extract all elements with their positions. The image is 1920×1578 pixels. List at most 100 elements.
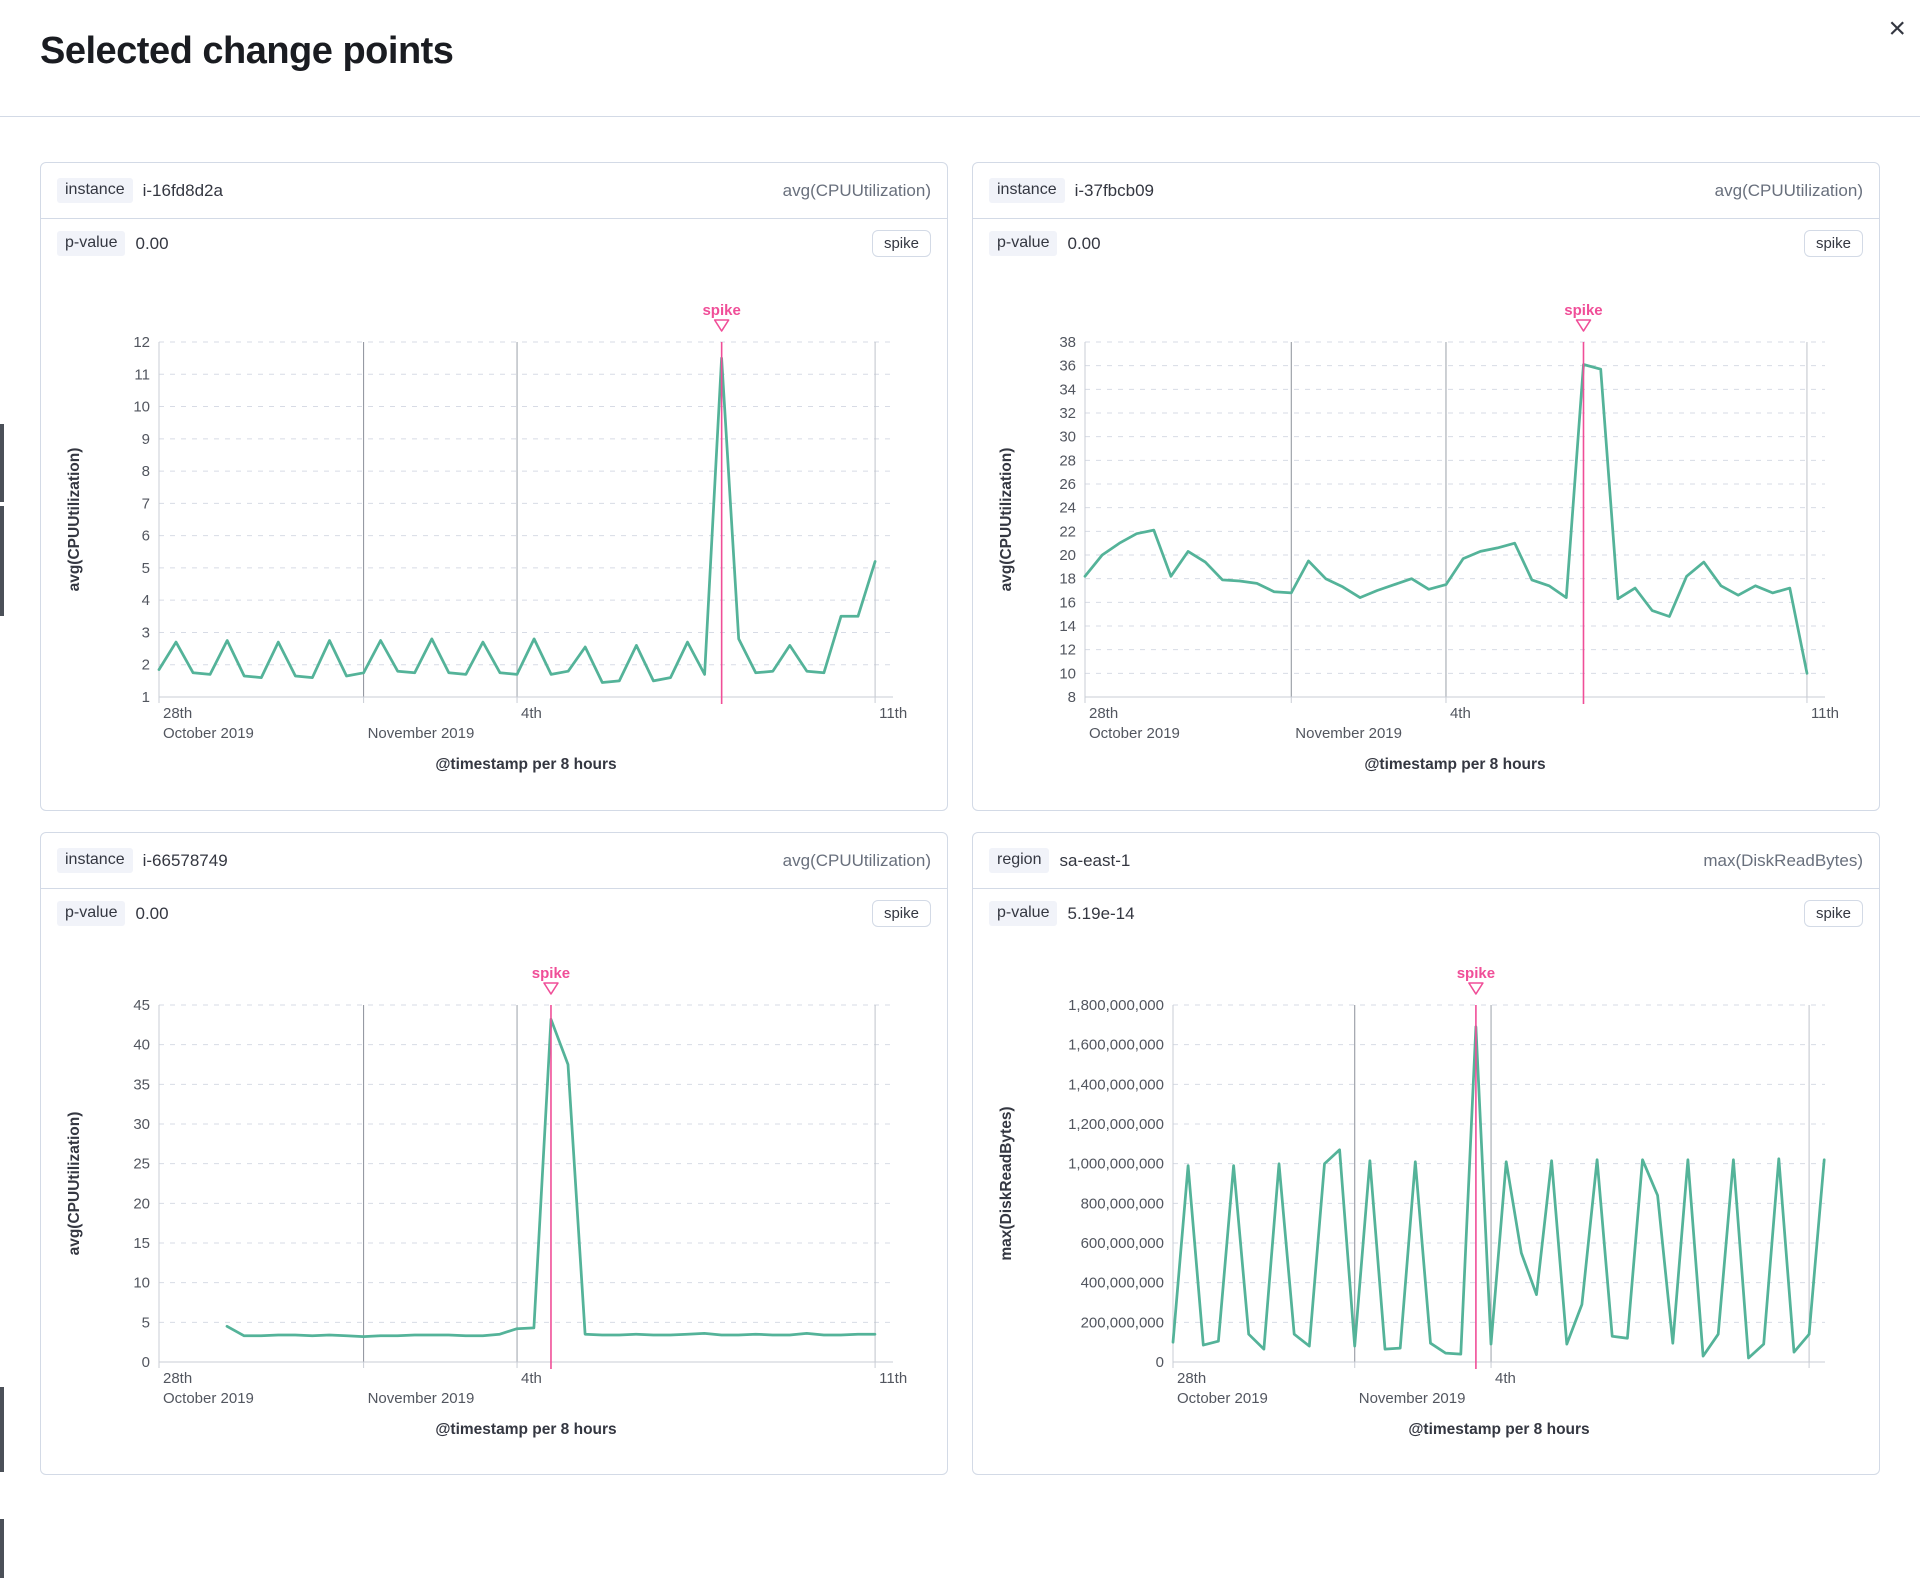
background-page-edge	[0, 1519, 4, 1578]
svg-text:28: 28	[1059, 452, 1076, 469]
svg-text:@timestamp per 8 hours: @timestamp per 8 hours	[435, 1421, 616, 1438]
metric-label: avg(CPUUtilization)	[782, 180, 931, 200]
svg-text:avg(CPUUtilization): avg(CPUUtilization)	[998, 448, 1015, 592]
svg-text:22: 22	[1059, 523, 1076, 540]
p-value: 0.00	[1067, 233, 1101, 253]
svg-text:4th: 4th	[521, 1370, 542, 1387]
svg-text:38: 38	[1059, 334, 1076, 351]
svg-text:0: 0	[1156, 1354, 1164, 1371]
svg-text:@timestamp per 8 hours: @timestamp per 8 hours	[1408, 1421, 1589, 1438]
svg-text:@timestamp per 8 hours: @timestamp per 8 hours	[1364, 756, 1545, 773]
svg-text:30: 30	[133, 1116, 150, 1133]
change-point-chart: 1,800,000,000 1,600,000,000 1,400,000,000 1…	[998, 965, 1826, 1438]
metric-label: avg(CPUUtilization)	[1714, 180, 1863, 200]
svg-text:15: 15	[133, 1235, 150, 1252]
p-value-badge: p-value	[57, 901, 126, 926]
spike-annotation-label: spike	[702, 302, 740, 319]
change-point-panel-4: region sa-east-1 max(DiskReadBytes) p-va…	[972, 832, 1880, 1475]
svg-text:4th: 4th	[1495, 1370, 1516, 1387]
modal-header: Selected change points ×	[0, 0, 1920, 117]
svg-text:7: 7	[142, 495, 150, 512]
change-type-badge[interactable]: spike	[871, 230, 931, 257]
svg-text:30: 30	[1059, 429, 1076, 446]
svg-text:November 2019: November 2019	[368, 1390, 475, 1407]
svg-text:11th: 11th	[879, 1370, 907, 1387]
svg-text:1,200,000,000: 1,200,000,000	[1068, 1116, 1164, 1133]
p-value-badge: p-value	[989, 231, 1058, 256]
change-point-chart: 45 40 35 30 25 20 15 10 5 0 28th October 2019 Novemb…	[66, 965, 907, 1438]
p-value: 0.00	[135, 903, 169, 923]
svg-text:1,000,000,000: 1,000,000,000	[1068, 1156, 1164, 1173]
svg-text:October 2019: October 2019	[163, 1390, 254, 1407]
group-value: sa-east-1	[1059, 850, 1131, 870]
svg-text:11: 11	[134, 366, 150, 383]
svg-text:October 2019: October 2019	[1089, 725, 1180, 742]
change-type-badge[interactable]: spike	[1803, 230, 1863, 257]
svg-text:800,000,000: 800,000,000	[1081, 1195, 1164, 1212]
change-points-modal: Selected change points × instance i-16fd…	[0, 0, 1920, 1475]
svg-text:16: 16	[1059, 594, 1076, 611]
svg-text:8: 8	[1068, 689, 1076, 706]
change-type-badge[interactable]: spike	[1803, 900, 1863, 927]
svg-text:November 2019: November 2019	[1295, 725, 1402, 742]
svg-text:35: 35	[133, 1076, 150, 1093]
svg-text:@timestamp per 8 hours: @timestamp per 8 hours	[435, 756, 616, 773]
svg-text:1,800,000,000: 1,800,000,000	[1068, 997, 1164, 1014]
svg-text:40: 40	[133, 1037, 150, 1054]
svg-text:25: 25	[133, 1156, 150, 1173]
svg-text:45: 45	[133, 997, 150, 1014]
svg-text:20: 20	[1059, 547, 1076, 564]
svg-text:10: 10	[133, 1275, 150, 1292]
svg-text:24: 24	[1059, 500, 1076, 517]
svg-text:28th: 28th	[163, 1370, 192, 1387]
svg-text:14: 14	[1059, 618, 1076, 635]
svg-text:8: 8	[142, 463, 150, 480]
svg-text:max(DiskReadBytes): max(DiskReadBytes)	[998, 1106, 1015, 1260]
svg-text:11th: 11th	[879, 705, 907, 722]
change-point-panel-2: instance i-37fbcb09 avg(CPUUtilization) …	[972, 162, 1880, 811]
page-title: Selected change points	[40, 30, 454, 72]
svg-text:3: 3	[142, 624, 150, 641]
change-type-badge[interactable]: spike	[871, 900, 931, 927]
svg-text:0: 0	[142, 1354, 150, 1371]
svg-text:November 2019: November 2019	[1359, 1390, 1466, 1407]
change-points-grid: instance i-16fd8d2a avg(CPUUtilization) …	[40, 162, 1880, 1475]
svg-text:20: 20	[133, 1195, 150, 1212]
group-field-badge: instance	[57, 848, 133, 873]
svg-text:5: 5	[142, 1314, 150, 1331]
background-page-edge	[0, 424, 4, 502]
svg-text:1,400,000,000: 1,400,000,000	[1068, 1076, 1164, 1093]
group-value: i-66578749	[142, 850, 228, 870]
change-point-chart: 12 11 10 9 8 7 6 5 4 3 2 1 28th October 2019 November …	[66, 302, 907, 773]
svg-text:avg(CPUUtilization): avg(CPUUtilization)	[66, 448, 83, 592]
background-page-edge	[0, 506, 4, 616]
svg-text:4: 4	[142, 592, 150, 609]
svg-text:600,000,000: 600,000,000	[1081, 1235, 1164, 1252]
svg-text:32: 32	[1059, 405, 1076, 422]
svg-text:4th: 4th	[1450, 705, 1471, 722]
close-icon[interactable]: ×	[1888, 12, 1906, 45]
group-value: i-16fd8d2a	[142, 180, 223, 200]
svg-text:October 2019: October 2019	[163, 725, 254, 742]
svg-text:11th: 11th	[1811, 705, 1839, 722]
spike-annotation-label: spike	[532, 965, 570, 982]
p-value-badge: p-value	[57, 231, 126, 256]
svg-text:28th: 28th	[163, 705, 192, 722]
svg-text:avg(CPUUtilization): avg(CPUUtilization)	[66, 1112, 83, 1256]
svg-text:9: 9	[142, 431, 150, 448]
metric-label: max(DiskReadBytes)	[1703, 850, 1863, 870]
change-point-chart: 38 36 34 32 30 28 26 24 22 20 18 16 14 12 10 8 28th Octob…	[998, 302, 1839, 773]
svg-text:400,000,000: 400,000,000	[1081, 1275, 1164, 1292]
svg-text:6: 6	[142, 528, 150, 545]
svg-text:200,000,000: 200,000,000	[1081, 1314, 1164, 1331]
group-value: i-37fbcb09	[1074, 180, 1154, 200]
svg-text:28th: 28th	[1089, 705, 1118, 722]
svg-text:5: 5	[142, 560, 150, 577]
svg-text:28th: 28th	[1177, 1370, 1206, 1387]
svg-text:October 2019: October 2019	[1177, 1390, 1268, 1407]
svg-text:2: 2	[142, 657, 150, 674]
svg-text:34: 34	[1059, 381, 1076, 398]
p-value-badge: p-value	[989, 901, 1058, 926]
svg-text:18: 18	[1059, 571, 1076, 588]
group-field-badge: region	[989, 848, 1050, 873]
